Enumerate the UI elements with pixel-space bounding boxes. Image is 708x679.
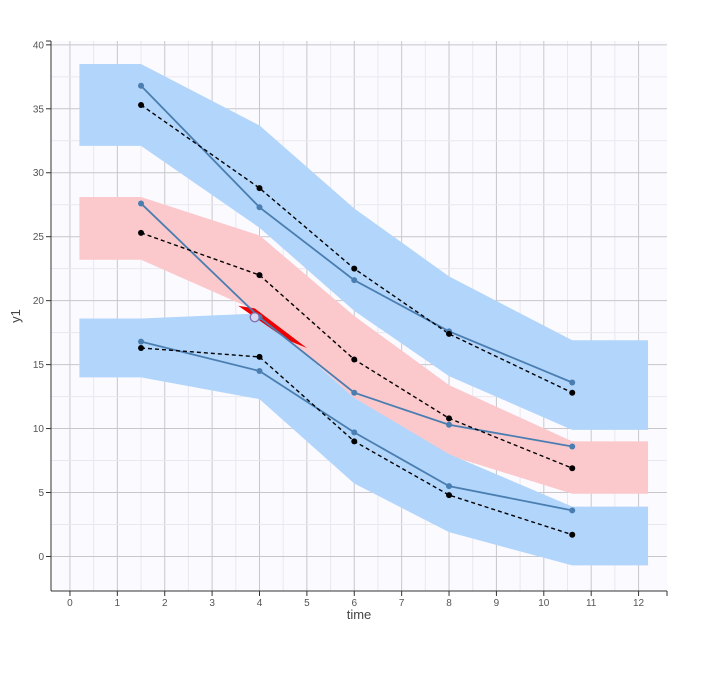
observed-point [351,438,358,445]
y-tick-label: 35 [33,104,45,115]
highlighted-point-marker [249,312,260,323]
x-tick-label: 7 [399,598,405,609]
predicted-point [138,200,145,207]
predicted-point [569,379,576,386]
y-tick-label: 40 [33,40,45,51]
y-tick-label: 0 [38,552,44,563]
x-tick-label: 1 [115,598,121,609]
observed-point [256,185,263,192]
prediction-band [79,197,649,494]
observed-point [351,356,358,363]
predicted-point [446,483,453,490]
predicted-point [569,443,576,450]
y-tick-label: 10 [33,424,45,435]
y-tick-label: 25 [33,232,45,243]
prediction-bands [79,64,649,566]
x-tick-label: 12 [633,598,645,609]
predicted-point [256,368,263,374]
x-tick-label: 9 [494,598,500,609]
x-tick-label: 3 [209,598,215,609]
observed-point [446,330,453,337]
prediction-band [79,313,649,566]
observed-point [569,465,576,472]
x-tick-label: 6 [351,598,357,609]
x-tick-label: 8 [446,598,452,609]
x-tick-label: 10 [538,598,550,609]
observed-point [256,353,263,360]
x-tick-label: 5 [304,598,310,609]
predicted-point [569,507,576,514]
observed-point [138,229,145,236]
x-axis-label: time [347,607,372,622]
y-axis-label: y1 [8,309,23,323]
observed-point [569,389,576,396]
predicted-point [138,82,145,89]
observed-point [446,415,453,422]
x-tick-label: 2 [162,598,168,609]
y-tick-label: 15 [33,360,45,371]
observed-point [138,101,145,108]
y-tick-label: 30 [33,168,45,179]
predicted-point [138,338,145,345]
predicted-point [351,429,358,436]
x-tick-label: 11 [586,598,597,609]
observed-point [569,531,576,538]
predicted-point [351,277,358,284]
observed-point [351,265,358,272]
data-points [138,82,576,538]
predicted-point [446,421,453,428]
observed-point [138,344,145,351]
y-tick-label: 20 [33,296,45,307]
observed-point [256,272,263,279]
predicted-point [256,204,263,211]
y-tick-label: 5 [38,488,44,499]
prediction-band [79,64,649,430]
x-tick-label: 0 [67,598,73,609]
predicted-point [351,389,358,396]
observed-point [446,492,453,499]
x-tick-label: 4 [257,598,263,609]
